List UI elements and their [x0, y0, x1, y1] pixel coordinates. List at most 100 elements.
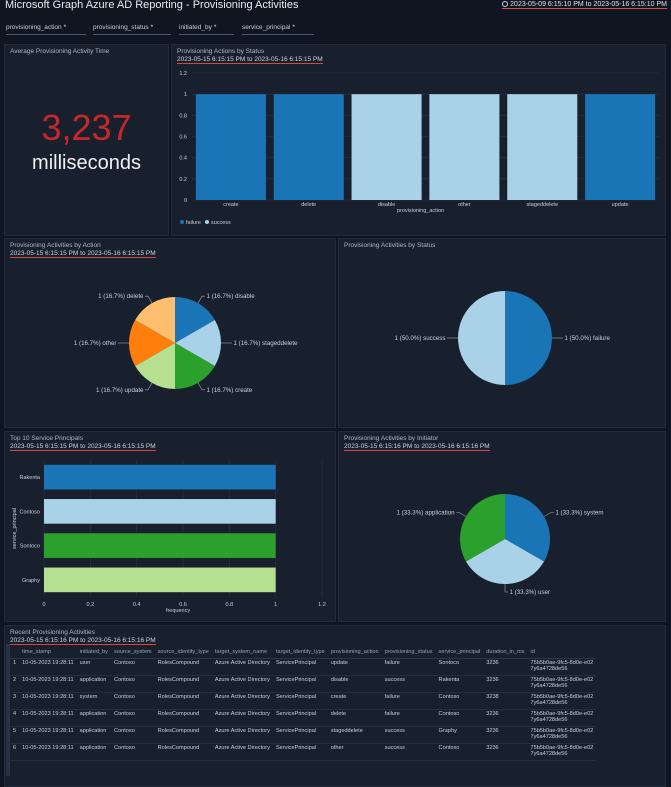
table-row[interactable]: 5 10-05-2023 19:28:11 application Contoso Ro… — [10, 726, 597, 744]
y-tick-label: 0.6 — [179, 135, 187, 141]
table-cell: 10-05-2023 19:28:11 — [19, 743, 77, 761]
table-cell: Azure Active Directory — [211, 675, 273, 693]
table-cell: update — [327, 658, 382, 676]
panel-title: Provisioning Activities by Action — [10, 242, 101, 249]
column-header[interactable]: provisioning_status — [381, 645, 436, 659]
table-cell-id: 75b5b0ae-9fc5-8d0e-e02 7y6a4728de56 — [527, 709, 597, 727]
column-header[interactable]: source_system — [110, 645, 155, 659]
filter-label: provisioning_status — [93, 24, 149, 31]
recent-activities-table: time_stamp initiated_by source_system so… — [10, 645, 597, 761]
table-cell-id: 75b5b0ae-9fc5-8d0e-e02 7y6a4728de56 — [527, 743, 597, 761]
panel-title: Recent Provisioning Activities — [10, 629, 95, 636]
panel-time-range: 2023-05-15 6:15:16 PM to 2023-05-16 6:15… — [344, 443, 490, 451]
table-cell: success — [381, 743, 436, 761]
filter-label: initiated_by — [179, 24, 212, 31]
column-header[interactable]: id — [527, 645, 597, 659]
column-header[interactable]: service_principal — [435, 645, 484, 659]
legend-swatch-success — [205, 220, 209, 224]
bar-Rakenta — [44, 464, 276, 490]
table-row[interactable]: 1 10-05-2023 19:28:11 user Contoso RolesComp… — [10, 658, 597, 676]
pie-slice-disable — [175, 297, 215, 343]
panel-time-range: 2023-05-15 6:15:15 PM to 2023-05-16 6:15… — [10, 250, 156, 258]
table-cell-id: 75b5b0ae-9fc5-8d0e-e02 7y6a4728de56 — [527, 675, 597, 693]
table-row[interactable]: 6 10-05-2023 19:28:11 application Contoso Ro… — [10, 743, 597, 761]
table-cell: Azure Active Directory — [211, 743, 273, 761]
x-tick-label: 1.2 — [318, 602, 326, 608]
column-header[interactable]: initiated_by — [76, 645, 111, 659]
pie-label-stageddelete: 1 (16.7%) stageddelete — [234, 340, 299, 347]
table-row[interactable]: 3 10-05-2023 19:28:11 system Contoso RolesCo… — [10, 692, 597, 710]
pie-leader-line — [197, 295, 205, 304]
time-range-picker[interactable]: 2023-05-09 6:15:10 PM to 2023-05-16 6:15… — [502, 1, 667, 9]
top-service-principals-chart: 0 0.2 0.4 0.6 0.8 1 1.2 Rakenta Contoso Sontoco Gr… — [12, 460, 326, 614]
pie-label-delete: 1 (16.7%) delete — [98, 293, 144, 300]
dashboard-title: Microsoft Graph Azure AD Reporting - Pro… — [5, 0, 299, 11]
id-line: 75b5b0ae-9fc5-8d0e-e02 — [530, 745, 594, 751]
pie-slice-delete — [135, 297, 175, 343]
by-status-pie-chart: 1 (50.0%) failure 1 (50.0%) success — [395, 291, 610, 385]
pie-label-user: 1 (33.3%) user — [510, 589, 551, 596]
table-cell: user — [76, 658, 111, 676]
id-line: 7y6a4728de56 — [530, 751, 568, 757]
table-cell: ServicePrincipal — [272, 675, 328, 693]
by-initiator-pie-chart: 1 (33.3%) system 1 (33.3%) user 1 (33.3%) … — [396, 494, 604, 596]
column-header[interactable]: provisioning_action — [327, 645, 382, 659]
filter-provisioning-status[interactable]: provisioning_status * — [93, 24, 171, 35]
table-cell: application — [76, 675, 111, 693]
table-cell: ServicePrincipal — [272, 692, 328, 710]
column-header[interactable]: time_stamp — [19, 645, 77, 659]
table-cell: application — [76, 709, 111, 727]
by-action-pie-chart: 1 (16.7%) disable 1 (16.7%) stageddelete 1… — [74, 293, 299, 394]
id-line: 75b5b0ae-9fc5-8d0e-e02 — [530, 728, 594, 734]
id-line: 7y6a4728de56 — [530, 734, 568, 740]
table-cell: 1 — [10, 658, 20, 676]
bar-failure-delete — [273, 94, 344, 200]
table-cell: Contoso — [110, 658, 155, 676]
table-cell: RolesCompound — [154, 675, 212, 693]
filter-service-principal[interactable]: service_principal * — [242, 24, 314, 35]
table-cell: Rakenta — [435, 675, 484, 693]
table-cell: RolesCompound — [154, 726, 212, 744]
filter-value: * — [150, 24, 154, 31]
panel-time-range: 2023-05-15 6:15:15 PM to 2023-05-16 6:15… — [177, 56, 323, 64]
x-tick-label: 1 — [274, 602, 277, 608]
bar-failure-update — [585, 94, 656, 200]
pie-slice-update — [135, 343, 175, 389]
x-tick-label: 0.2 — [87, 602, 95, 608]
pie-leader-line — [197, 382, 205, 391]
table-scrollbar[interactable] — [6, 644, 10, 776]
bar-Contoso — [44, 499, 276, 524]
table-cell: create — [327, 692, 382, 710]
panel-time-range: 2023-05-15 6:15:15 PM to 2023-05-16 6:15… — [10, 443, 156, 451]
column-header[interactable]: source_identity_type — [154, 645, 212, 659]
pie-slice-failure — [505, 291, 552, 385]
table-row[interactable]: 2 10-05-2023 19:28:11 application Contoso Ro… — [10, 675, 597, 693]
avg-time-value: 3,237 — [41, 107, 132, 148]
table-cell: Contoso — [110, 726, 155, 744]
table-row[interactable]: 4 10-05-2023 19:28:11 application Contoso Ro… — [10, 709, 597, 727]
table-cell: Contoso — [110, 743, 155, 761]
filter-initiated-by[interactable]: initiated_by * — [179, 24, 234, 35]
id-line: 7y6a4728de56 — [530, 683, 568, 689]
bar-success-disable — [351, 94, 422, 200]
panel-top-service-principals: Top 10 Service Principals 2023-05-15 6:1… — [4, 431, 336, 622]
column-header[interactable]: target_identity_type — [272, 645, 328, 659]
table-cell: RolesCompound — [154, 709, 212, 727]
x-tick-label: update — [612, 202, 629, 208]
table-cell: stageddelete — [327, 726, 382, 744]
panel-title: Provisioning Actions by Status — [177, 48, 265, 55]
legend-label-success: success — [211, 220, 231, 226]
table-cell: Azure Active Directory — [211, 692, 273, 710]
table-cell: 10-05-2023 19:28:11 — [19, 675, 77, 693]
pie-label-success: 1 (50.0%) success — [395, 335, 446, 342]
column-header[interactable]: duration_in_ms — [483, 645, 528, 659]
table-cell: 10-05-2023 19:28:11 — [19, 726, 77, 744]
column-header[interactable]: target_system_name — [211, 645, 273, 659]
filter-provisioning-action[interactable]: provisioning_action * — [6, 24, 86, 35]
table-cell: Contoso — [110, 675, 155, 693]
table-cell-id: 75b5b0ae-9fc5-8d0e-e02 7y6a4728de56 — [527, 658, 597, 676]
table-cell: 3 — [10, 692, 20, 710]
bar-success-stageddelete — [507, 94, 578, 200]
filter-label: service_principal — [242, 24, 291, 31]
time-range-text: 2023-05-09 6:15:10 PM to 2023-05-16 6:15… — [510, 1, 667, 8]
